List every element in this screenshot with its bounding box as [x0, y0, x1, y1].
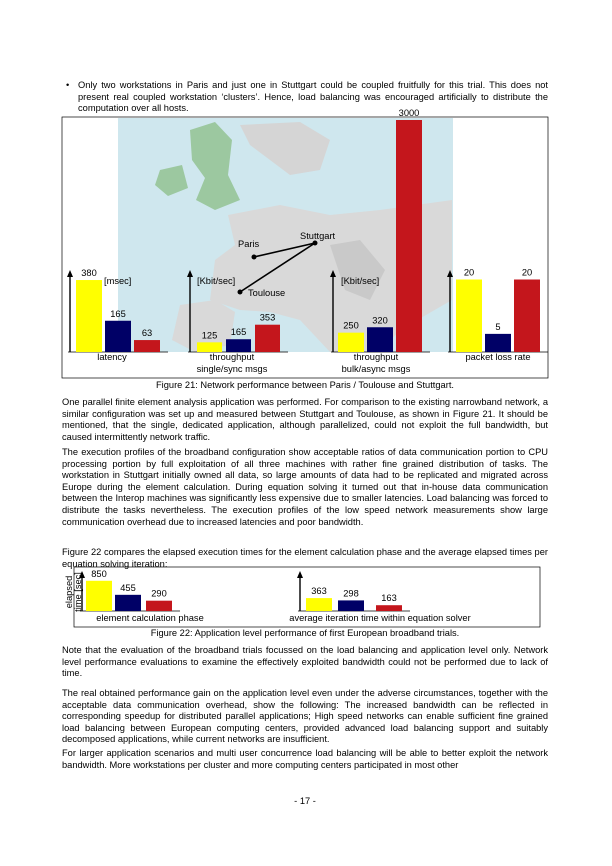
bar: [146, 600, 172, 611]
link-line: [239, 242, 316, 293]
bar: [76, 280, 102, 352]
bar: [86, 580, 112, 611]
bar: [376, 605, 402, 611]
city-label: Paris: [238, 239, 260, 249]
city-label: Toulouse: [248, 288, 285, 298]
bar: [338, 600, 364, 611]
unit-label: [Kbit/sec]: [197, 276, 235, 286]
bar: [105, 320, 131, 352]
category-label: packet loss rate: [465, 352, 530, 362]
unit-label: [Kbit/sec]: [341, 276, 379, 286]
bullet-marker: •: [66, 80, 70, 90]
bullet-text: Only two workstations in Paris and just …: [78, 80, 548, 114]
bar: [115, 594, 141, 611]
y-axis-label: time [sec]: [73, 572, 83, 612]
arrow-head: [187, 270, 193, 277]
value-label: 165: [110, 309, 126, 319]
value-label: 165: [231, 327, 247, 337]
bar: [338, 332, 364, 352]
value-label: 20: [522, 268, 532, 278]
figure-frame: [73, 566, 541, 628]
value-label: 290: [151, 589, 167, 599]
figure-caption: Figure 21: Network performance between P…: [155, 380, 454, 390]
arrow-head: [447, 270, 453, 277]
value-label: 5: [495, 322, 500, 332]
bar: [367, 327, 393, 352]
city-dot: [237, 289, 243, 295]
value-label: 3000: [399, 108, 420, 118]
value-label: 363: [311, 586, 327, 596]
value-label: 320: [372, 315, 388, 325]
bar: [255, 324, 280, 352]
value-label: 380: [81, 268, 97, 278]
paragraph: One parallel finite element analysis app…: [62, 397, 548, 442]
paragraph: The execution profiles of the broadband …: [62, 447, 548, 527]
bar: [485, 333, 511, 352]
value-label: 353: [260, 313, 276, 323]
arrow-head: [67, 270, 73, 277]
bar: [134, 340, 160, 352]
city-dot: [251, 254, 257, 260]
value-label: 125: [202, 330, 218, 340]
city-label: Stuttgart: [300, 231, 336, 241]
arrow-head: [79, 571, 85, 578]
paragraph: Figure 22 compares the elapsed execution…: [62, 547, 548, 569]
y-axis-label: elapsed: [64, 576, 74, 609]
figure-caption: Figure 22: Application level performance…: [150, 628, 460, 638]
category-label: element calculation phase: [96, 613, 204, 623]
paragraph: Note that the evaluation of the broadban…: [62, 645, 548, 679]
figure-frame: [61, 116, 549, 379]
arrow-head: [297, 571, 303, 578]
category-label: single/sync msgs: [197, 364, 268, 374]
category-label: latency: [97, 352, 127, 362]
category-label: average iteration time within equation s…: [289, 613, 470, 623]
category-label: bulk/async msgs: [342, 364, 411, 374]
bar: [226, 339, 251, 352]
bar: [514, 279, 540, 352]
arrow-head: [330, 270, 336, 277]
value-label: 455: [120, 583, 136, 593]
value-label: 850: [91, 569, 107, 579]
bar: [396, 120, 422, 352]
value-label: 63: [142, 328, 152, 338]
value-label: 250: [343, 321, 359, 331]
link-line: [253, 242, 316, 258]
bar: [306, 598, 332, 611]
city-dot: [312, 240, 318, 246]
unit-label: [msec]: [104, 276, 131, 286]
value-label: 298: [343, 588, 359, 598]
category-label: throughput: [210, 352, 255, 362]
category-label: throughput: [354, 352, 399, 362]
bar: [456, 279, 482, 352]
paragraph: For larger application scenarios and mul…: [62, 748, 548, 770]
paragraph: The real obtained performance gain on th…: [62, 688, 548, 745]
value-label: 163: [381, 593, 397, 603]
bar: [197, 342, 222, 352]
value-label: 20: [464, 268, 474, 278]
page-number: - 17 -: [294, 796, 316, 806]
